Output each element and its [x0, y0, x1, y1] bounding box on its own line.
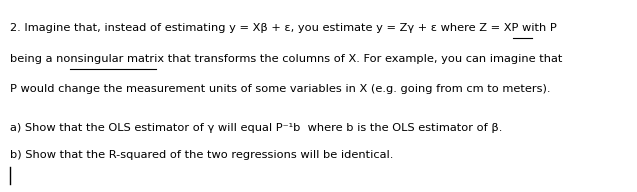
Text: a) Show that the OLS estimator of γ will equal P⁻¹b  where b is the OLS estimato: a) Show that the OLS estimator of γ will… — [10, 123, 503, 133]
Text: b) Show that the R-squared of the two regressions will be identical.: b) Show that the R-squared of the two re… — [10, 150, 394, 160]
Text: being a nonsingular matrix that transforms the columns of X. For example, you ca: being a nonsingular matrix that transfor… — [10, 54, 562, 64]
Text: 2. Imagine that, instead of estimating y = Xβ + ε, you estimate y = Zγ + ε where: 2. Imagine that, instead of estimating y… — [10, 23, 557, 33]
Text: P would change the measurement units of some variables in X (e.g. going from cm : P would change the measurement units of … — [10, 84, 551, 94]
